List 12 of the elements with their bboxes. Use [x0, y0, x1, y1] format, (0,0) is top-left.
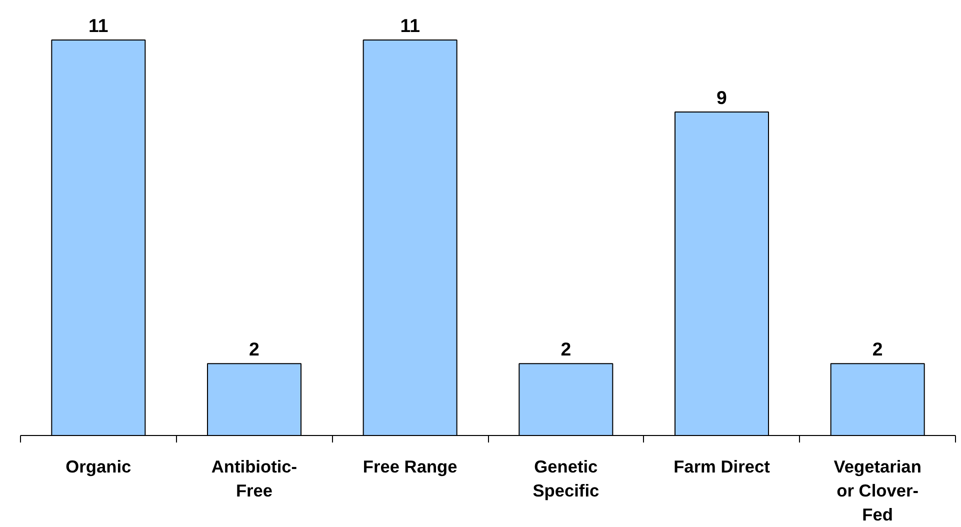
x-tick-label: Genetic Specific — [532, 456, 600, 500]
data-label: 11 — [400, 15, 420, 36]
x-tick-label: Antibiotic- Free — [211, 456, 298, 500]
x-tick-label: Vegetarian or Clover- Fed — [834, 456, 922, 524]
data-label: 2 — [872, 338, 883, 360]
data-label: 2 — [560, 338, 572, 360]
x-tick-label: Free Range — [362, 456, 458, 476]
x-tick-label: Organic — [66, 456, 132, 476]
x-tick-label: Farm Direct — [674, 456, 770, 476]
data-label: 2 — [249, 338, 260, 360]
data-label: 11 — [88, 15, 108, 36]
data-label: 9 — [716, 86, 727, 108]
